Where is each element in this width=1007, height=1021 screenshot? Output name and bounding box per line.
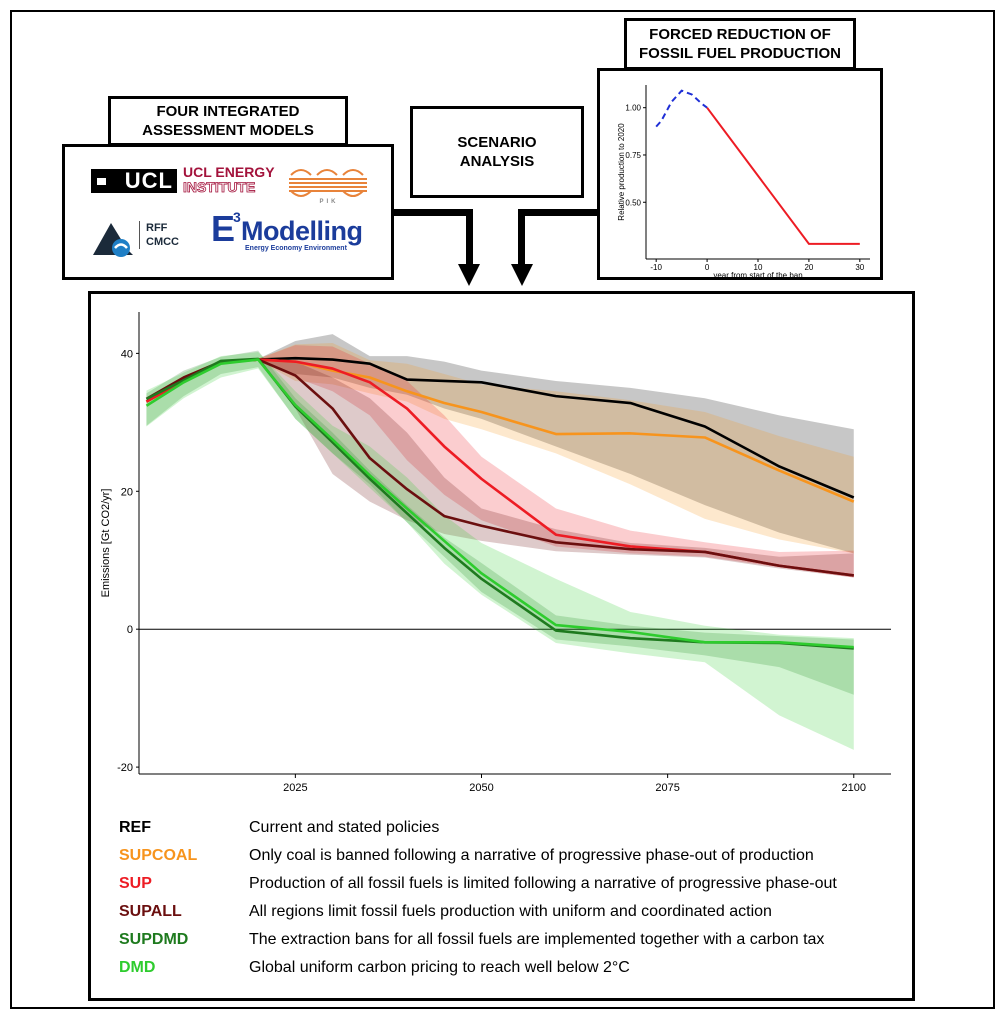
x-tick-label: 2025	[283, 782, 307, 794]
x-tick-label: 10	[754, 263, 763, 272]
models-logos-box: UCL UCL ENERGY INSTITUTE PIK RFF CMCC	[62, 144, 394, 280]
y-tick-label: 0	[127, 624, 133, 636]
legend-code: SUPDMD	[119, 931, 189, 948]
y-tick-label: 0.50	[625, 198, 641, 207]
x-tick-label: 2100	[842, 782, 866, 794]
e3modelling-logo: E 3 Modelling Energy Economy Environment	[211, 208, 363, 252]
scenario-title: SCENARIO ANALYSIS	[457, 134, 537, 170]
band-supdmd	[146, 350, 854, 695]
y-tick-label: -20	[117, 762, 133, 774]
legend-item-dmd: DMD Global uniform carbon pricing to reac…	[119, 956, 899, 980]
pre-ban-production-line	[655, 89, 708, 128]
legend-description: The extraction bans for all fossil fuels…	[249, 931, 825, 948]
legend-code: REF	[119, 819, 151, 836]
y-tick-label: 40	[121, 348, 133, 360]
legend-item-supdmd: SUPDMD The extraction bans for all fossil…	[119, 928, 899, 952]
y-axis-label: Emissions [Gt CO2/yr]	[100, 489, 112, 598]
rff-cmcc-logo: RFF CMCC	[91, 215, 201, 259]
legend-item-supcoal: SUPCOAL Only coal is banned following a n…	[119, 844, 899, 868]
x-tick-label: 0	[705, 263, 710, 272]
x-tick-label: 2050	[469, 782, 493, 794]
band-supall	[146, 358, 854, 578]
scenario-box: SCENARIO ANALYSIS	[410, 106, 584, 198]
arrow-connector-right-down	[518, 209, 525, 265]
band-dmd	[146, 351, 854, 750]
legend-item-ref: REF Current and stated policies	[119, 816, 899, 840]
legend-code: SUPCOAL	[119, 847, 198, 864]
legend-code: SUPALL	[119, 903, 182, 920]
band-sup	[146, 345, 854, 578]
ban-production-line	[706, 107, 860, 245]
arrow-connector-left	[394, 209, 473, 216]
band-ref	[146, 334, 854, 554]
emissions-panel: -20 0 20 40 2025 2050 2075 2100 Emissions [Gt CO…	[88, 291, 915, 1001]
legend-item-supall: SUPALL All regions limit fossil fuels pro…	[119, 900, 899, 924]
legend-description: Only coal is banned following a narrativ…	[249, 847, 814, 864]
ucl-energy-logo: UCL ENERGY INSTITUTE	[183, 164, 275, 195]
models-title: FOUR INTEGRATED ASSESSMENT MODELS	[142, 103, 314, 139]
down-arrow-icon	[511, 264, 533, 286]
models-title-box: FOUR INTEGRATED ASSESSMENT MODELS	[108, 96, 348, 146]
arrow-connector-right	[518, 209, 598, 216]
x-tick-label: -10	[650, 263, 662, 272]
x-tick-label: 20	[804, 263, 813, 272]
y-tick-label: 0.75	[625, 151, 641, 160]
legend-item-sup: SUP Production of all fossil fuels is lim…	[119, 872, 899, 896]
legend-description: Current and stated policies	[249, 819, 440, 836]
forced-chart-box: 0.50 0.75 1.00 -10 0 10 20 30 year from start of…	[597, 68, 883, 280]
forced-title: FORCED REDUCTION OF FOSSIL FUEL PRODUCTI…	[639, 26, 841, 62]
down-arrow-icon	[458, 264, 480, 286]
legend-description: Production of all fossil fuels is limite…	[249, 875, 837, 892]
legend-code: DMD	[119, 959, 156, 976]
line-supdmd	[145, 357, 854, 650]
pik-label: PIK	[319, 199, 338, 205]
band-supcoal	[146, 343, 854, 554]
x-axis-label: year from start of the ban	[713, 271, 802, 277]
ucl-logo: UCL	[91, 169, 177, 193]
emissions-chart: -20 0 20 40 2025 2050 2075 2100 Emissions [Gt CO…	[100, 312, 891, 794]
legend-description: All regions limit fossil fuels productio…	[249, 903, 772, 920]
forced-title-box: FORCED REDUCTION OF FOSSIL FUEL PRODUCTI…	[624, 18, 856, 70]
y-tick-label: 20	[121, 486, 133, 498]
y-axis-label: Relative production to 2020	[617, 123, 626, 221]
scenario-legend: REF Current and stated policies SUPCOAL Onl…	[119, 816, 909, 986]
pik-logo: PIK	[287, 161, 371, 205]
x-tick-label: 30	[855, 263, 864, 272]
production-chart: 0.50 0.75 1.00 -10 0 10 20 30 year from start of…	[617, 85, 870, 277]
y-tick-label: 1.00	[625, 104, 641, 113]
figure-frame	[10, 10, 995, 1009]
line-dmd	[145, 358, 854, 649]
legend-description: Global uniform carbon pricing to reach w…	[249, 959, 630, 976]
arrow-connector-left-down	[466, 209, 473, 265]
mountain-icon	[93, 223, 133, 257]
legend-code: SUP	[119, 875, 152, 892]
x-tick-label: 2075	[655, 782, 679, 794]
